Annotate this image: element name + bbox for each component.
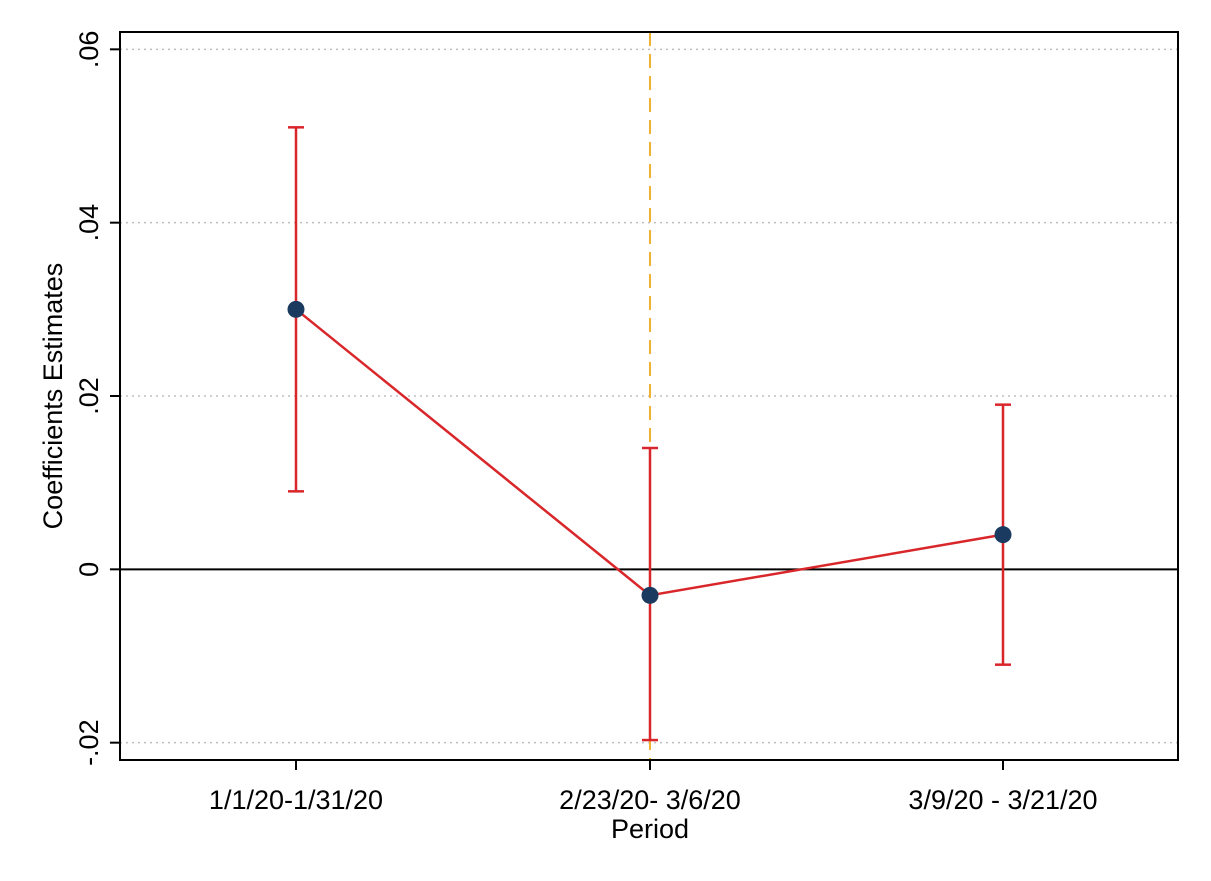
y-axis-title: Coefficients Estimates <box>38 263 68 530</box>
axes: -.02 0 .02 .04 .06 1/1/20-1/31/20 2/23/20- 3/6… <box>74 31 1098 815</box>
y-tick-label: .04 <box>74 204 104 242</box>
x-tick-label: 1/1/20-1/31/20 <box>209 785 383 815</box>
estimate-point <box>994 526 1012 544</box>
y-tick-label: -.02 <box>74 719 104 766</box>
y-tick-label: .02 <box>74 377 104 415</box>
y-tick-label: .06 <box>74 31 104 69</box>
x-tick-label: 2/23/20- 3/6/20 <box>559 785 741 815</box>
y-tick-label: 0 <box>74 562 104 577</box>
data-layer <box>287 126 1012 742</box>
x-tick-label: 3/9/20 - 3/21/20 <box>908 785 1097 815</box>
estimate-point <box>287 300 305 318</box>
x-axis-title: Period <box>611 814 689 844</box>
estimate-point <box>641 586 659 604</box>
